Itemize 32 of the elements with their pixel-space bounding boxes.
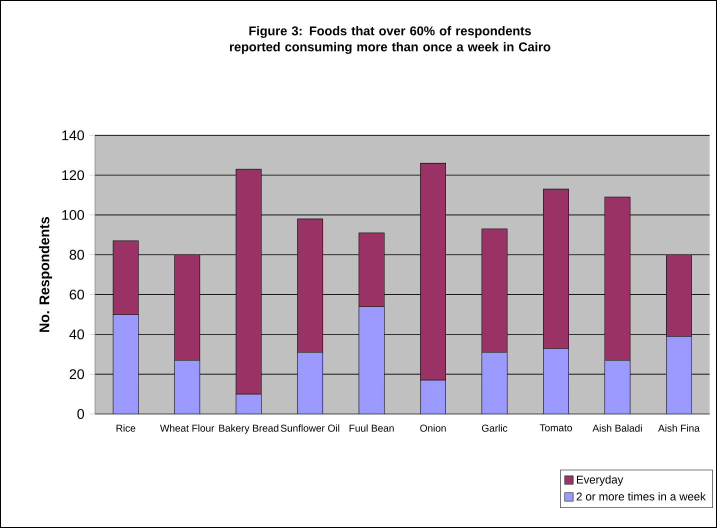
- bar: [420, 380, 446, 414]
- bar: [358, 306, 385, 414]
- bar: [604, 360, 630, 414]
- x-tick-label: Wheat Flour: [160, 424, 214, 432]
- bar: [543, 348, 569, 414]
- x-tick-label: Rice: [116, 424, 136, 432]
- x-tick-label: Sunflower Oil: [280, 424, 340, 432]
- x-tick-label: Tomato: [540, 424, 572, 432]
- y-tick-label: 20: [70, 369, 84, 380]
- y-tick-label: 0: [77, 409, 84, 419]
- x-tick-label: Aish Baladi: [592, 424, 642, 432]
- x-tick-label: Aish Fina: [658, 424, 700, 432]
- y-tick-label: 60: [70, 290, 84, 300]
- x-tick-label: Bakery Bread: [219, 424, 278, 434]
- bar: [482, 352, 508, 414]
- legend-label: Everyday: [576, 475, 624, 486]
- x-tick-label: Fuul Bean: [350, 424, 394, 432]
- chart-title: Figure 3: Foods that over 60% of respondents reported consuming more than once a week in Cairo: [230, 26, 550, 54]
- y-tick-label: 80: [70, 250, 84, 260]
- x-tick-label: Garlic: [482, 424, 508, 432]
- bar: [112, 314, 139, 414]
- bar: [236, 394, 262, 414]
- legend-label: 2 or more times in a week: [576, 492, 706, 501]
- bar: [666, 336, 692, 414]
- bar: [297, 352, 324, 414]
- y-tick-label: 100: [62, 210, 84, 220]
- y-axis-title: No. Respondents: [39, 217, 52, 332]
- bar: [174, 360, 200, 414]
- y-tick-label: 40: [69, 329, 84, 340]
- y-tick-label: 120: [62, 170, 84, 180]
- x-tick-label: Onion: [420, 424, 446, 432]
- y-tick-label: 140: [62, 130, 84, 140]
